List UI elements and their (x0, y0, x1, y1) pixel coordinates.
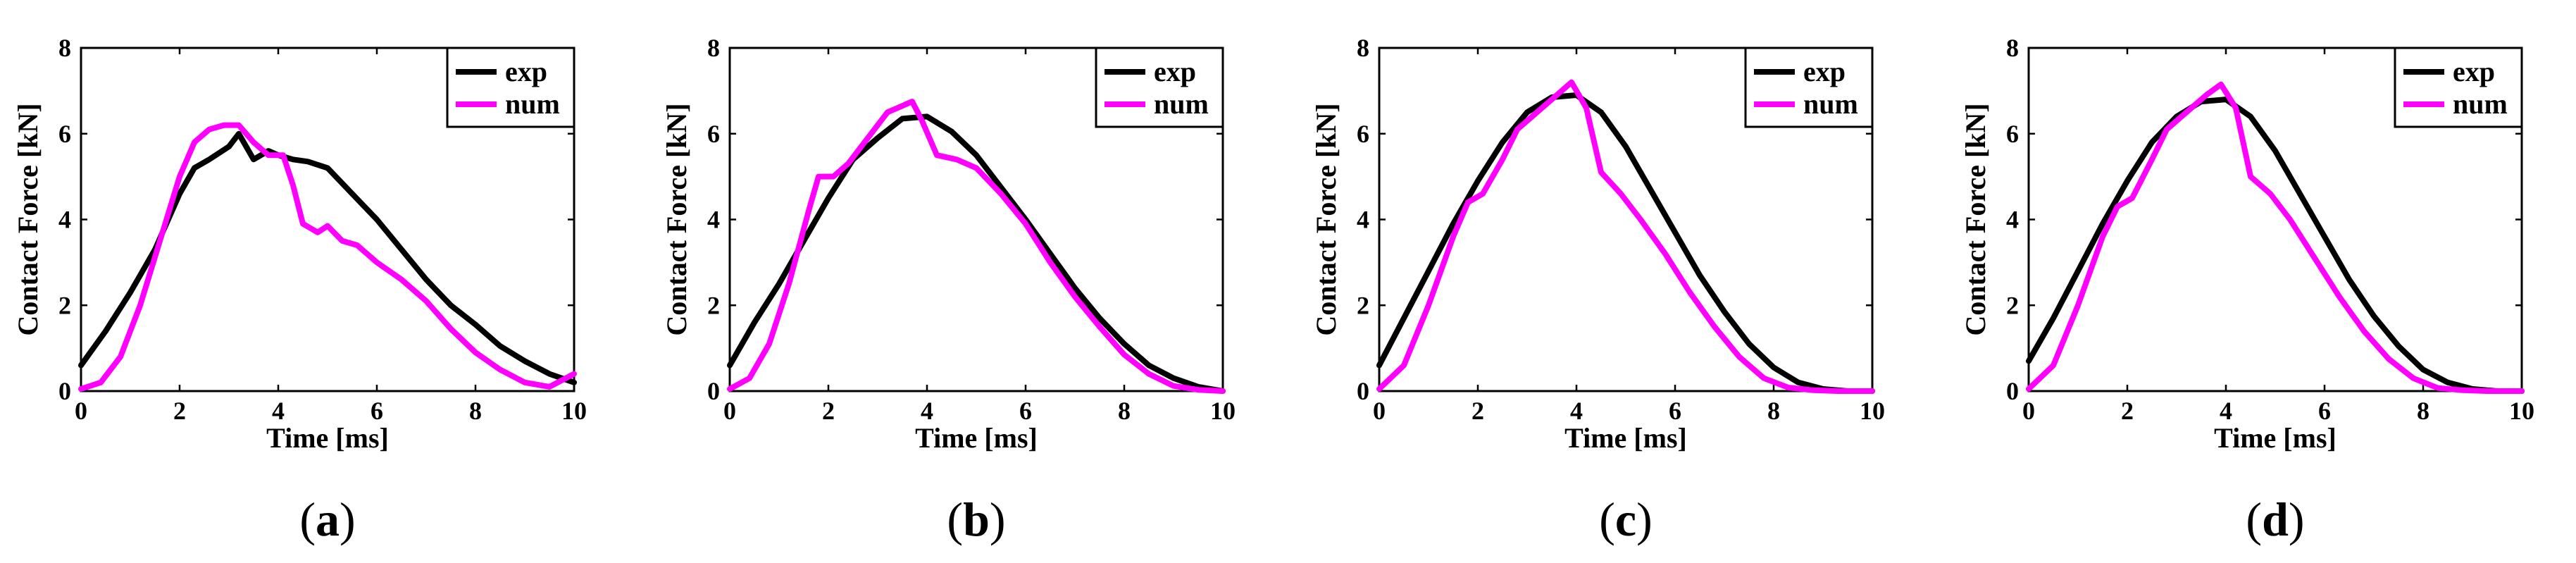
y-tick-label: 8 (1357, 34, 1369, 62)
legend-label-exp: exp (2453, 56, 2495, 87)
y-tick-label: 6 (1357, 120, 1369, 148)
y-tick-label: 8 (58, 34, 71, 62)
caption-letter: b (963, 493, 990, 546)
y-tick-label: 6 (707, 120, 720, 148)
legend-label-num: num (2453, 88, 2508, 120)
x-axis-label: Time [ms] (266, 422, 389, 454)
x-axis-label: Time [ms] (1564, 422, 1687, 454)
legend-label-num: num (1803, 88, 1858, 120)
x-tick-label: 8 (469, 397, 482, 425)
caption-paren-open: ( (299, 493, 316, 546)
y-tick-label: 2 (58, 291, 71, 319)
y-tick-label: 2 (1357, 291, 1369, 319)
x-tick-label: 2 (173, 397, 186, 425)
legend-label-num: num (1154, 88, 1209, 120)
x-tick-label: 4 (272, 397, 285, 425)
x-tick-label: 0 (1373, 397, 1386, 425)
y-tick-label: 6 (58, 120, 71, 148)
panel-caption: (b) (947, 493, 1005, 546)
x-tick-label: 2 (822, 397, 835, 425)
legend-box (1744, 47, 1874, 128)
x-axis-label: Time [ms] (2214, 422, 2337, 454)
legend-box (2394, 47, 2523, 128)
x-tick-label: 2 (2121, 397, 2134, 425)
y-tick-label: 4 (1357, 206, 1369, 234)
y-tick-label: 0 (58, 377, 71, 405)
x-tick-label: 4 (2220, 397, 2232, 425)
caption-paren-open: ( (947, 493, 963, 546)
x-tick-label: 10 (1860, 397, 1885, 425)
x-tick-label: 4 (921, 397, 933, 425)
y-tick-label: 2 (2006, 291, 2019, 319)
x-axis-label: Time [ms] (915, 422, 1038, 454)
x-tick-label: 6 (1019, 397, 1032, 425)
caption-letter: a (316, 493, 340, 546)
y-tick-label: 4 (58, 206, 71, 234)
y-tick-label: 0 (2006, 377, 2019, 405)
y-tick-label: 6 (2006, 120, 2019, 148)
caption-letter: c (1615, 493, 1636, 546)
series-line-exp (78, 130, 577, 385)
x-tick-label: 10 (2509, 397, 2534, 425)
x-tick-label: 8 (2417, 397, 2429, 425)
caption-letter: d (2262, 493, 2289, 546)
y-tick-label: 8 (2006, 34, 2019, 62)
panel-caption: (a) (299, 493, 355, 546)
caption-paren-open: ( (2246, 493, 2262, 546)
series-line-num (78, 122, 577, 392)
caption-paren-close: ) (340, 493, 356, 546)
panel-caption: (c) (1599, 493, 1653, 546)
caption-paren-close: ) (1636, 493, 1653, 546)
x-tick-label: 0 (2022, 397, 2035, 425)
y-tick-label: 8 (707, 34, 720, 62)
y-tick-label: 2 (707, 291, 720, 319)
x-tick-label: 10 (561, 397, 587, 425)
caption-paren-open: ( (1599, 493, 1615, 546)
legend-label-exp: exp (1154, 56, 1196, 87)
x-tick-label: 0 (75, 397, 87, 425)
series-line-exp (1376, 92, 1875, 394)
caption-paren-close: ) (990, 493, 1006, 546)
series-line-num (727, 99, 1226, 394)
x-tick-label: 0 (723, 397, 736, 425)
y-axis-label: Contact Force [kN] (661, 103, 692, 335)
x-tick-label: 6 (1669, 397, 1681, 425)
legend-label-num: num (505, 88, 560, 120)
y-tick-label: 4 (707, 206, 720, 234)
x-tick-label: 8 (1767, 397, 1780, 425)
y-axis-label: Contact Force [kN] (12, 103, 44, 335)
y-axis-label: Contact Force [kN] (1960, 103, 1991, 335)
legend-label-exp: exp (1803, 56, 1846, 87)
chart-panel-a: 0 2 4 6 8 10 0 2 4 6 8 Time [ms] Contact Force [kN] e… (12, 34, 587, 546)
legend-label-exp: exp (505, 56, 547, 87)
caption-paren-close: ) (2289, 493, 2305, 546)
legend-box (446, 47, 575, 128)
panel-caption: (d) (2246, 493, 2304, 546)
x-tick-label: 2 (1471, 397, 1484, 425)
x-tick-label: 4 (1570, 397, 1583, 425)
series-line-exp (727, 113, 1226, 394)
y-tick-label: 4 (2006, 206, 2019, 234)
x-tick-label: 6 (2318, 397, 2331, 425)
chart-panel-d: 0 2 4 6 8 10 0 2 4 6 8 Time [ms] Contact Force [kN] e… (1960, 34, 2534, 546)
chart-panel-c: 0 2 4 6 8 10 0 2 4 6 8 Time [ms] Contact Force [kN] e… (1310, 34, 1885, 546)
chart-panel-b: 0 2 4 6 8 10 0 2 4 6 8 Time [ms] Contact Force [kN] e… (661, 34, 1236, 546)
series-line-exp (2026, 97, 2525, 394)
y-axis-label: Contact Force [kN] (1310, 103, 1342, 335)
y-tick-label: 0 (707, 377, 720, 405)
series-line-num (1376, 79, 1875, 394)
y-tick-label: 0 (1357, 377, 1369, 405)
x-tick-label: 8 (1118, 397, 1131, 425)
legend-box (1095, 47, 1224, 128)
x-tick-label: 10 (1210, 397, 1236, 425)
x-tick-label: 6 (371, 397, 383, 425)
series-line-num (2026, 81, 2525, 394)
